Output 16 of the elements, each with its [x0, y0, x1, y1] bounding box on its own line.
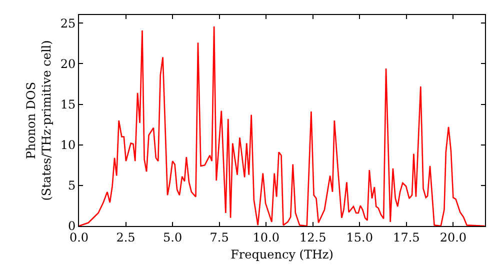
y-tick-label: 25: [60, 16, 76, 30]
x-tick-label: 10.0: [252, 230, 280, 244]
x-tick-label: 12.5: [300, 230, 326, 244]
y-tick-label: 5: [68, 178, 76, 193]
y-axis-title: Phonon DOS (States/THz·primitive cell): [24, 40, 54, 201]
y-tick-label: 20: [60, 56, 76, 71]
x-tick-label: 15.0: [346, 230, 374, 244]
x-tick-label: 7.5: [210, 230, 229, 244]
x-tick-label: 5.0: [163, 230, 182, 244]
x-tick-label: 20.0: [440, 230, 467, 244]
x-tick-label: 17.5: [393, 230, 420, 244]
x-axis-title: Frequency (THz): [230, 247, 334, 262]
y-tick-label: 15: [60, 97, 76, 112]
y-tick-label: 10: [60, 138, 76, 152]
x-tick-label: 2.5: [116, 230, 136, 244]
line-series: [79, 26, 485, 226]
